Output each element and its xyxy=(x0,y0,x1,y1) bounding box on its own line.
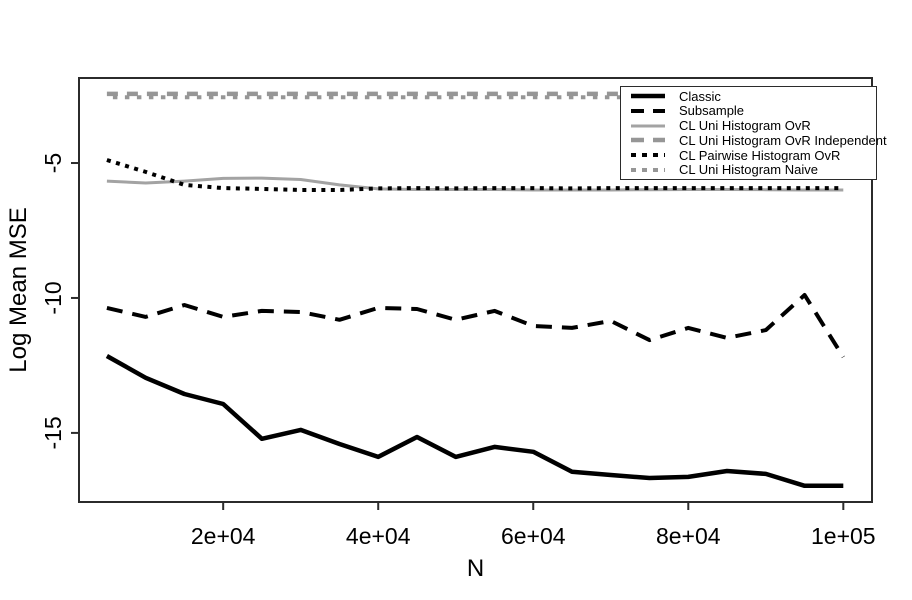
legend-label: Subsample xyxy=(679,103,745,119)
legend-label: CL Uni Histogram OvR xyxy=(679,118,811,134)
classic-line-swatch xyxy=(631,94,665,99)
x-axis-title: N xyxy=(467,555,484,582)
y-tick-label: -5 xyxy=(40,153,66,173)
legend-item-classic: Classic xyxy=(621,89,876,104)
series-line-classic xyxy=(105,354,844,489)
subsample-line-swatch xyxy=(631,108,665,113)
cl-pairwise-histogram-ovr-line-swatch xyxy=(631,153,665,157)
x-tick-label: 8e+04 xyxy=(656,523,721,549)
x-tick-label: 2e+04 xyxy=(191,523,256,549)
legend-item-cl-pairwise-histogram-ovr: CL Pairwise Histogram OvR xyxy=(621,148,876,163)
legend-label: Classic xyxy=(679,88,721,104)
x-tick-label: 4e+04 xyxy=(346,523,411,549)
series-line-cl-pairwise-histogram-ovr xyxy=(106,158,844,192)
y-tick-label: -10 xyxy=(40,281,66,314)
legend-item-cl-uni-histogram-ovr-independent: CL Uni Histogram OvR Independent xyxy=(621,133,887,148)
cl-uni-histogram-naive-line-swatch xyxy=(631,167,665,172)
legend-box: Classic Subsample CL Uni Histogram OvR C… xyxy=(620,86,887,180)
legend-label: CL Uni Histogram OvR Independent xyxy=(679,132,887,148)
series-line-subsample xyxy=(106,293,845,359)
legend-label: CL Uni Histogram Naive xyxy=(679,162,818,178)
legend-item-subsample: Subsample xyxy=(621,104,876,119)
plot-border xyxy=(78,77,873,503)
legend-item-cl-uni-histogram-naive: CL Uni Histogram Naive xyxy=(621,162,876,177)
cl-uni-histogram-ovr-line-swatch xyxy=(631,124,665,128)
legend-item-cl-uni-histogram-ovr: CL Uni Histogram OvR xyxy=(621,118,876,133)
cl-uni-histogram-ovr-independent-line-swatch xyxy=(631,138,665,143)
x-tick-label: 1e+05 xyxy=(811,523,876,549)
x-tick-label: 6e+04 xyxy=(501,523,566,549)
y-axis-title: Log Mean MSE xyxy=(5,207,32,372)
y-tick-label: -15 xyxy=(40,416,66,449)
legend-label: CL Pairwise Histogram OvR xyxy=(679,147,841,163)
